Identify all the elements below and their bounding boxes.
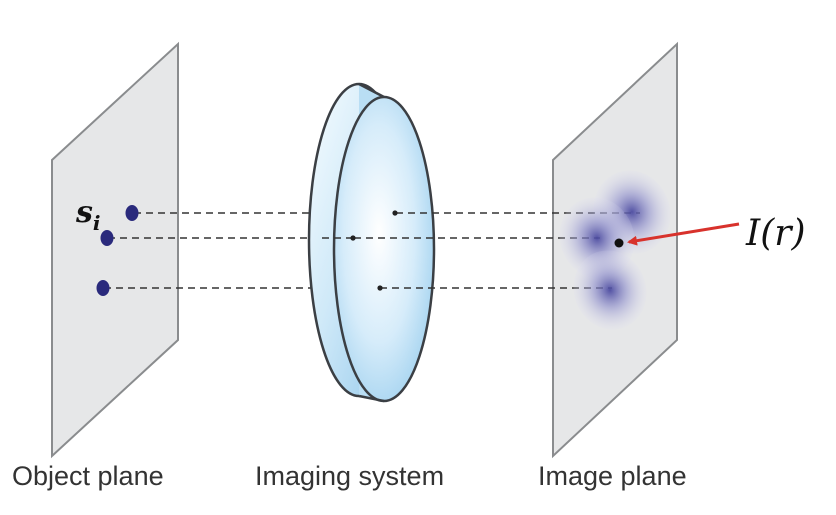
lens-dot-bottom [377, 285, 383, 291]
caption-image-plane: Image plane [538, 461, 687, 491]
source-label: si [75, 195, 101, 235]
source-symbol: s [75, 195, 93, 230]
lens [307, 82, 436, 403]
point-source-1 [125, 205, 139, 221]
rays-lens-to-image [322, 212, 640, 289]
lens-rim-top [358, 82, 385, 99]
source-subscript: i [93, 211, 101, 235]
psf-spot-bottom [573, 250, 647, 330]
lens-front-face [332, 95, 436, 403]
caption-imaging-system: Imaging system [255, 461, 444, 491]
lens-ray-dots [350, 210, 398, 291]
measurement-point [614, 238, 624, 248]
caption-object-plane: Object plane [12, 461, 164, 491]
lens-rim-bottom [358, 394, 385, 403]
lens-dot-middle [350, 235, 356, 241]
intensity-label: I(r) [745, 213, 806, 254]
object-plane [51, 41, 179, 459]
intensity-arrow [627, 222, 740, 246]
point-source-3 [96, 280, 110, 296]
lens-dot-top [392, 210, 398, 216]
image-spots [559, 170, 671, 330]
point-sources [96, 205, 139, 296]
rays-object-to-lens [104, 212, 322, 289]
point-source-2 [100, 230, 114, 246]
